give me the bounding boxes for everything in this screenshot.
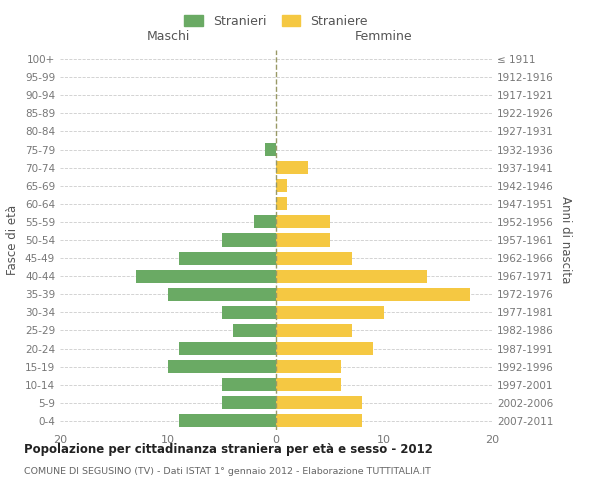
Bar: [222, 396, 276, 409]
Bar: [276, 179, 287, 192]
Text: Popolazione per cittadinanza straniera per età e sesso - 2012: Popolazione per cittadinanza straniera p…: [24, 442, 433, 456]
Bar: [222, 378, 276, 392]
Bar: [276, 324, 352, 337]
Bar: [233, 324, 276, 337]
Bar: [179, 414, 276, 428]
Bar: [179, 252, 276, 264]
Y-axis label: Anni di nascita: Anni di nascita: [559, 196, 572, 284]
Bar: [168, 360, 276, 373]
Bar: [276, 198, 287, 210]
Bar: [276, 396, 362, 409]
Bar: [276, 270, 427, 282]
Bar: [254, 216, 276, 228]
Bar: [276, 234, 330, 246]
Bar: [265, 143, 276, 156]
Bar: [276, 306, 384, 319]
Text: COMUNE DI SEGUSINO (TV) - Dati ISTAT 1° gennaio 2012 - Elaborazione TUTTITALIA.I: COMUNE DI SEGUSINO (TV) - Dati ISTAT 1° …: [24, 468, 431, 476]
Bar: [276, 378, 341, 392]
Bar: [222, 234, 276, 246]
Bar: [222, 306, 276, 319]
Bar: [276, 414, 362, 428]
Bar: [276, 342, 373, 355]
Bar: [136, 270, 276, 282]
Bar: [276, 252, 352, 264]
Legend: Stranieri, Straniere: Stranieri, Straniere: [181, 11, 371, 32]
Bar: [276, 360, 341, 373]
Bar: [276, 216, 330, 228]
Bar: [276, 288, 470, 301]
Text: Femmine: Femmine: [355, 30, 413, 43]
Bar: [168, 288, 276, 301]
Bar: [276, 161, 308, 174]
Bar: [179, 342, 276, 355]
Y-axis label: Fasce di età: Fasce di età: [7, 205, 19, 275]
Text: Maschi: Maschi: [146, 30, 190, 43]
